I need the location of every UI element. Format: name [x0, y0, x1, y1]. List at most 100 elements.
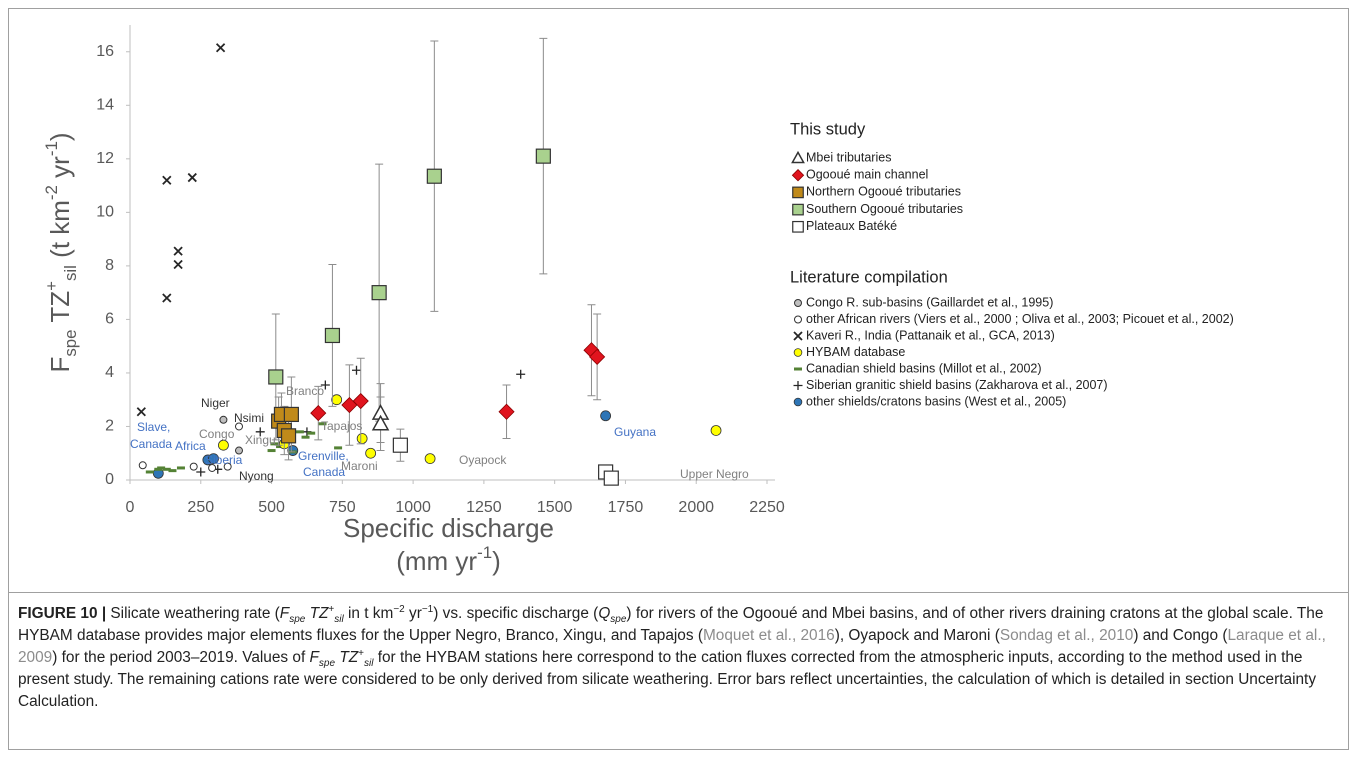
marker-circle	[710, 425, 722, 436]
caption-text: sil	[334, 614, 344, 626]
x-axis-label: (mm yr-1)	[396, 543, 501, 576]
annotation: Siberia	[205, 453, 243, 467]
marker-diamond	[352, 392, 369, 410]
marker-triangle	[791, 150, 805, 164]
annotation: Upper Negro	[680, 467, 749, 481]
marker-dash	[162, 467, 171, 471]
marker-circle	[138, 461, 147, 470]
marker-square	[371, 285, 387, 301]
annotation: Nyong	[239, 469, 274, 483]
x-tick-label: 1250	[466, 499, 502, 516]
marker-plus	[255, 427, 265, 437]
legend-label: Kaveri R., India (Pattanaik et al., GCA,…	[806, 328, 1055, 342]
marker-diamond	[589, 348, 606, 365]
annotation: Africa	[175, 439, 206, 453]
label-part: Specific discharge	[343, 513, 554, 543]
annotation: Xingu	[245, 433, 276, 447]
marker-dash	[145, 470, 154, 474]
caption-text[interactable]: Sondag et al., 2010	[999, 627, 1134, 644]
caption-text: F	[279, 605, 290, 622]
marker-dash	[270, 442, 279, 446]
y-tick-label: 6	[105, 311, 114, 328]
label-part: -2	[42, 185, 61, 200]
caption-text: in t km	[343, 605, 394, 622]
marker-diamond	[498, 403, 515, 420]
marker-circle	[600, 410, 612, 422]
caption-text[interactable]: Laraque et al., 2009	[18, 627, 1326, 666]
label-part: F	[45, 357, 75, 373]
legend-label: Siberian granitic shield basins (Zakharo…	[806, 378, 1108, 392]
marker-dash	[307, 431, 316, 435]
x-tick-label: 500	[258, 499, 285, 516]
legend-label: Canadian shield basins (Millot et al., 2…	[806, 361, 1042, 375]
legend-title: Literature compilation	[790, 268, 948, 286]
marker-square	[426, 168, 442, 184]
annotation: Grenville,	[298, 449, 349, 463]
marker-circle	[208, 453, 219, 464]
caption-label: FIGURE 10 |	[18, 605, 107, 622]
y-tick-label: 16	[96, 43, 114, 60]
caption-text: −1	[421, 603, 434, 615]
marker-plus	[793, 381, 803, 390]
caption-text: +	[358, 647, 364, 659]
annotation: Niger	[201, 396, 230, 410]
marker-x	[162, 175, 172, 185]
marker-square	[792, 220, 804, 233]
marker-circle	[218, 439, 229, 451]
caption-text: for the HYBAM stations here correspond t…	[18, 649, 1317, 710]
caption-text: spe	[289, 614, 306, 626]
caption-text: yr	[404, 605, 422, 622]
annotation: Congo	[199, 427, 235, 441]
marker-circle	[793, 397, 803, 407]
marker-circle	[234, 422, 243, 431]
label-part: sil	[61, 265, 80, 281]
label-part: yr	[45, 156, 75, 185]
annotation: Canada	[303, 465, 345, 479]
caption-text: TZ	[305, 605, 329, 622]
marker-square	[283, 406, 299, 423]
marker-circle	[219, 415, 228, 424]
marker-square	[603, 470, 619, 486]
annotation: Nsimi	[234, 411, 264, 425]
annotation: Tapajos	[321, 419, 362, 433]
marker-dash	[157, 466, 166, 470]
marker-circle	[331, 394, 343, 406]
marker-x	[793, 331, 803, 341]
annotation: Branco	[286, 384, 324, 398]
marker-x	[187, 172, 197, 183]
caption-text: Q	[598, 605, 611, 622]
annotation: Canada	[130, 437, 172, 451]
caption-rule	[8, 592, 1349, 593]
legend-label: Ogooué main channel	[806, 167, 928, 181]
legend-label: Congo R. sub-basins (Gaillardet et al., …	[806, 295, 1053, 309]
marker-square	[280, 428, 297, 444]
legend-label: HYBAM database	[806, 345, 905, 359]
y-tick-label: 14	[96, 97, 114, 114]
legend-title: This study	[790, 120, 866, 138]
legend-label: Northern Ogooué tributaries	[806, 185, 961, 199]
marker-x	[215, 43, 226, 53]
marker-square	[792, 186, 804, 199]
label-part: -1	[477, 543, 492, 562]
marker-circle	[424, 453, 436, 464]
y-tick-label: 8	[105, 257, 114, 274]
caption-text: F	[309, 649, 319, 666]
marker-dash	[168, 469, 177, 473]
marker-diamond	[791, 169, 805, 182]
marker-circle	[356, 433, 368, 444]
caption-text[interactable]: Moquet et al., 2016	[702, 627, 835, 644]
label-part: )	[492, 546, 501, 576]
marker-x	[136, 407, 146, 417]
label-part: (t km	[45, 200, 75, 265]
legend-label: Southern Ogooué tributaries	[806, 202, 963, 216]
marker-plus	[516, 369, 526, 379]
marker-circle	[793, 348, 803, 357]
caption: FIGURE 10 | Silicate weathering rate (Fs…	[18, 603, 1338, 713]
marker-x	[173, 259, 183, 270]
annotation: Oyapock	[459, 453, 507, 467]
caption-text: spe	[318, 658, 336, 670]
marker-dash	[267, 449, 276, 453]
caption-text: ) vs. specific discharge (	[433, 605, 599, 622]
x-axis-label: Specific discharge	[343, 513, 554, 543]
label-part: -1	[42, 141, 61, 156]
